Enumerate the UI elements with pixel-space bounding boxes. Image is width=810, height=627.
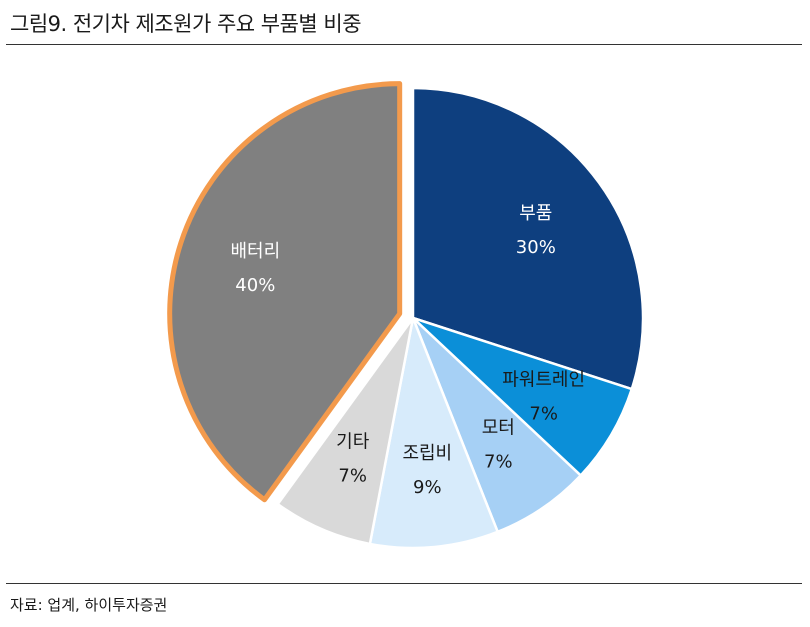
chart-title: 그림9. 전기차 제조원가 주요 부품별 비중 [10, 12, 362, 36]
pie-slice-1 [411, 316, 633, 477]
slice-value-5: 40% [235, 275, 275, 296]
slice-value-2: 7% [484, 452, 513, 473]
slice-label-4: 기타 [336, 431, 370, 452]
slice-value-4: 7% [338, 465, 367, 486]
title-divider [6, 44, 802, 45]
source-divider [6, 583, 802, 584]
slice-label-5: 배터리 [230, 241, 280, 262]
slice-label-1: 파워트레인 [502, 369, 585, 390]
slice-value-0: 30% [516, 237, 556, 258]
pie-slice-3 [368, 316, 499, 550]
pie-slice-4 [276, 316, 415, 546]
pie-slice-0 [411, 86, 645, 391]
pie-slice-5 [167, 81, 403, 503]
slice-value-1: 7% [529, 403, 558, 424]
pie-chart: 부품 30% 파워트레인 7% 모터 7% 조립비 9% 기타 7% 배터리 40% [167, 81, 645, 550]
slice-label-3: 조립비 [402, 443, 452, 464]
slice-label-0: 부품 [519, 203, 552, 224]
pie-slice-2 [411, 316, 582, 534]
slice-value-3: 9% [413, 477, 442, 498]
source-note: 자료: 업계, 하이투자증권 [10, 596, 168, 614]
slice-label-2: 모터 [482, 418, 515, 439]
